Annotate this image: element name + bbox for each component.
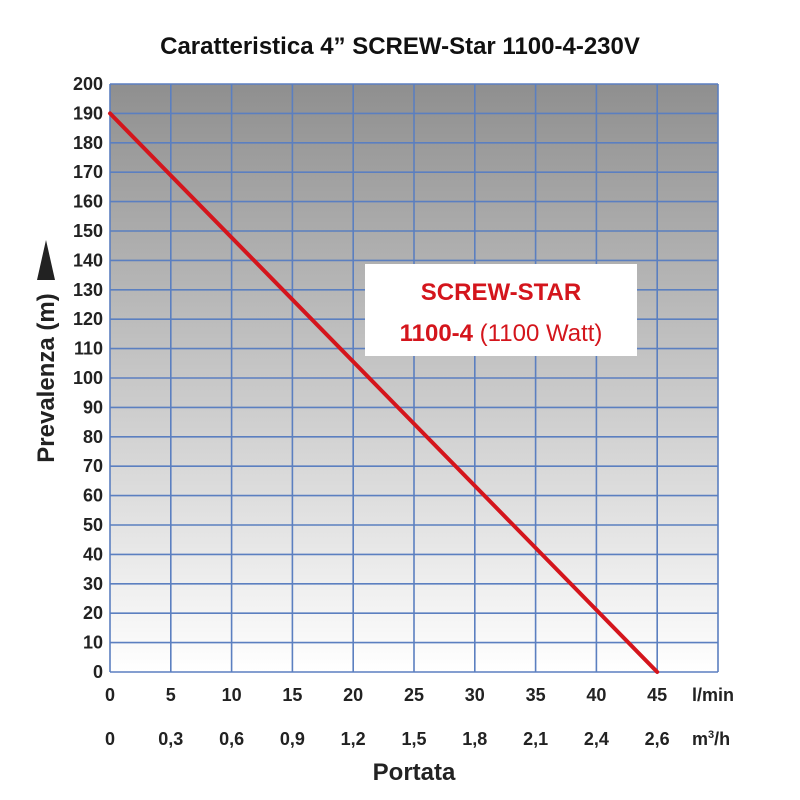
x-tick-label-lmin: 45 [647, 685, 667, 705]
x-tick-label-m3h: 2,1 [523, 729, 548, 749]
y-tick-labels: 0 10 20 30 40 50 60 70 80 90 100 110 120 130 140 150 160… [73, 74, 103, 682]
y-tick-label: 160 [73, 192, 103, 212]
x-tick-label-lmin: 30 [465, 685, 485, 705]
x-tick-labels-lmin: 0 5 10 15 20 25 30 35 40 45 [105, 685, 667, 705]
y-tick-label: 120 [73, 309, 103, 329]
x-tick-label-m3h: 0,3 [158, 729, 183, 749]
y-axis-label-group: Prevalenza (m) [33, 240, 60, 463]
x-tick-label-lmin: 35 [526, 685, 546, 705]
x-tick-label-m3h: 2,6 [645, 729, 670, 749]
x-axis-label: Portata [373, 759, 456, 786]
x-unit-lmin: l/min [692, 685, 734, 705]
y-axis-arrow-icon [37, 240, 55, 280]
y-tick-label: 150 [73, 221, 103, 241]
y-tick-label: 180 [73, 133, 103, 153]
x-unit-m3h: m3/h [692, 729, 730, 749]
x-tick-label-m3h: 2,4 [584, 729, 609, 749]
y-tick-label: 80 [83, 427, 103, 447]
x-tick-label-m3h: 1,2 [341, 729, 366, 749]
x-tick-label-m3h: 1,8 [462, 729, 487, 749]
y-tick-label: 30 [83, 574, 103, 594]
y-tick-label: 200 [73, 74, 103, 94]
y-tick-label: 40 [83, 544, 103, 564]
x-tick-label-m3h: 0,6 [219, 729, 244, 749]
x-tick-label-m3h: 1,5 [401, 729, 426, 749]
x-tick-label-lmin: 15 [282, 685, 302, 705]
y-tick-label: 50 [83, 515, 103, 535]
x-tick-label-m3h: 0 [105, 729, 115, 749]
y-tick-label: 70 [83, 456, 103, 476]
legend-series-detail: 1100-4 (1100 Watt) [400, 320, 603, 347]
y-tick-label: 10 [83, 633, 103, 653]
y-tick-label: 130 [73, 280, 103, 300]
series-line [108, 111, 660, 674]
x-tick-label-lmin: 40 [586, 685, 606, 705]
y-tick-label: 110 [74, 339, 103, 359]
x-tick-label-lmin: 5 [166, 685, 176, 705]
x-tick-label-lmin: 0 [105, 685, 115, 705]
y-tick-label: 60 [83, 486, 103, 506]
x-tick-label-lmin: 10 [222, 685, 242, 705]
y-axis-label: Prevalenza (m) [33, 293, 60, 462]
legend-box [365, 264, 637, 356]
grid-lines [109, 83, 719, 673]
x-tick-labels-m3h: 0 0,3 0,6 0,9 1,2 1,5 1,8 2,1 2,4 2,6 [105, 729, 670, 749]
x-tick-label-lmin: 25 [404, 685, 424, 705]
y-tick-label: 190 [73, 103, 103, 123]
y-tick-label: 20 [83, 603, 103, 623]
y-tick-label: 90 [83, 397, 103, 417]
y-tick-label: 0 [93, 662, 103, 682]
y-tick-label: 100 [73, 368, 103, 388]
y-tick-label: 140 [73, 250, 103, 270]
series-group [108, 111, 660, 674]
y-tick-label: 170 [73, 162, 103, 182]
x-tick-label-lmin: 20 [343, 685, 363, 705]
chart-title: Caratteristica 4” SCREW-Star 1100-4-230V [160, 33, 640, 60]
x-tick-label-m3h: 0,9 [280, 729, 305, 749]
legend-series-name: SCREW-STAR [421, 279, 581, 306]
